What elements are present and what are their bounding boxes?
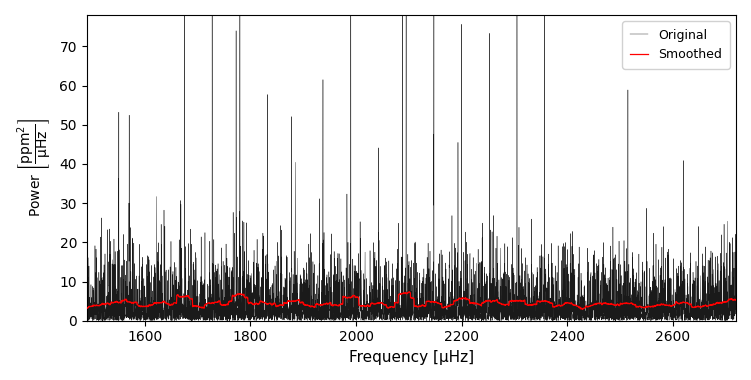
Original xyxy=(603,304,612,309)
Y-axis label: Power $\left[\dfrac{\rm ppm^2}{\mu Hz}\right]$: Power $\left[\dfrac{\rm ppm^2}{\mu Hz}\r… xyxy=(15,119,54,217)
Original xyxy=(575,317,584,321)
Smoothed xyxy=(603,301,612,306)
Original xyxy=(285,304,294,309)
Original xyxy=(669,318,678,323)
Smoothed xyxy=(578,307,587,312)
X-axis label: Frequency [μHz]: Frequency [μHz] xyxy=(349,350,474,365)
Original xyxy=(466,310,475,315)
Smoothed xyxy=(731,298,740,302)
Smoothed xyxy=(575,305,584,310)
Smoothed xyxy=(83,306,92,310)
Original xyxy=(163,314,172,319)
Smoothed xyxy=(163,302,172,306)
Original xyxy=(731,266,740,271)
Line: Original: Original xyxy=(87,0,736,321)
Original xyxy=(276,311,285,316)
Legend: Original, Smoothed: Original, Smoothed xyxy=(622,21,730,68)
Original xyxy=(83,318,92,322)
Smoothed xyxy=(285,299,294,303)
Smoothed xyxy=(404,290,413,294)
Line: Smoothed: Smoothed xyxy=(87,292,736,309)
Smoothed xyxy=(276,303,285,307)
Smoothed xyxy=(466,301,475,305)
